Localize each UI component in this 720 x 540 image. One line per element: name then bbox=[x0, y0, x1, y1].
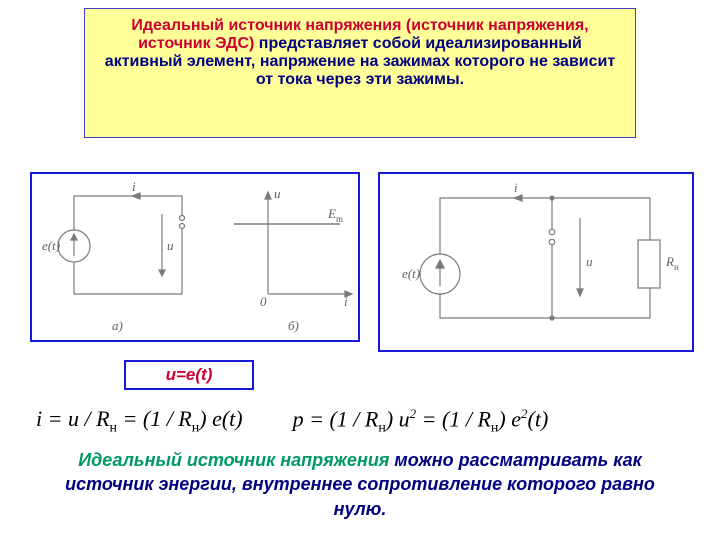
label-i-axis: i bbox=[344, 294, 348, 309]
equation-1: i = u / Rн = (1 / Rн) e(t) bbox=[36, 406, 243, 437]
label-et-right: e(t) bbox=[402, 266, 420, 281]
diagram-circuit-load: e(t) i u Rн bbox=[378, 172, 694, 352]
label-0: 0 bbox=[260, 294, 267, 309]
diagram-circuit-and-graph: e(t) i u а) u i 0 Em б) bbox=[30, 172, 360, 342]
equations-row: i = u / Rн = (1 / Rн) e(t) p = (1 / Rн) … bbox=[36, 406, 684, 437]
label-a: а) bbox=[112, 318, 123, 333]
label-i-right: i bbox=[514, 180, 518, 195]
equation-2: p = (1 / Rн) u2 = (1 / Rн) e2(t) bbox=[293, 406, 549, 437]
label-et-left: e(t) bbox=[42, 238, 60, 253]
label-u-axis: u bbox=[274, 186, 281, 201]
bottom-highlight: Идеальный источник напряжения bbox=[78, 450, 389, 470]
label-E: Em bbox=[327, 206, 343, 224]
label-u-right: u bbox=[586, 254, 593, 269]
diagram-left-svg: e(t) i u а) u i 0 Em б) bbox=[32, 174, 358, 340]
label-R: Rн bbox=[665, 254, 679, 272]
formula-small: u=e(t) bbox=[124, 360, 254, 390]
label-u-left: u bbox=[167, 238, 174, 253]
bottom-text: Идеальный источник напряжения можно расс… bbox=[40, 448, 680, 521]
label-b: б) bbox=[288, 318, 299, 333]
header-box: Идеальный источник напряжения (источник … bbox=[84, 8, 636, 138]
label-i-left: i bbox=[132, 179, 136, 194]
diagram-right-svg: e(t) i u Rн bbox=[380, 174, 692, 350]
